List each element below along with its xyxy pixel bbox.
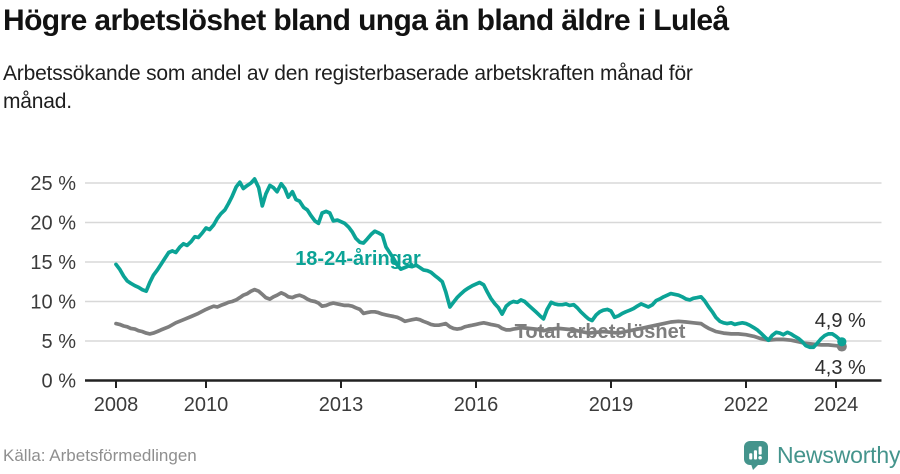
series-end-dot-youth	[837, 337, 847, 347]
subtitle-line-1: Arbetssökande som andel av den registerb…	[3, 62, 693, 85]
x-tick-label: 2019	[589, 394, 634, 416]
brand-logo: Newsworthy	[743, 440, 900, 470]
y-tick-label: 15 %	[30, 252, 76, 274]
series-label-total: Total arbetslöshet	[515, 321, 686, 343]
page-subtitle: Arbetssökande som andel av den registerb…	[3, 60, 693, 116]
x-tick-label: 2013	[319, 394, 364, 416]
subtitle-line-2: månad.	[3, 90, 72, 113]
x-tick-label: 2016	[454, 394, 499, 416]
y-tick-label: 25 %	[30, 173, 76, 195]
y-tick-label: 10 %	[30, 292, 76, 314]
series-label-youth: 18-24-åringar	[295, 247, 421, 270]
y-tick-label: 20 %	[30, 213, 76, 235]
x-tick-label: 2022	[724, 394, 769, 416]
page-title: Högre arbetslöshet bland unga än bland ä…	[3, 4, 729, 37]
x-tick-label: 2008	[94, 394, 139, 416]
end-value-label-total: 4,3 %	[815, 357, 866, 379]
series-line-youth	[114, 177, 844, 350]
source-text: Källa: Arbetsförmedlingen	[3, 446, 197, 465]
end-value-label-youth: 4,9 %	[815, 310, 866, 332]
series-line-total	[114, 287, 844, 349]
newsworthy-chart-bubble-icon	[744, 441, 768, 470]
y-tick-label: 0 %	[42, 371, 77, 393]
brand-name: Newsworthy	[777, 442, 900, 468]
y-tick-label: 5 %	[42, 331, 77, 353]
x-tick-label: 2024	[814, 394, 859, 416]
x-tick-label: 2010	[184, 394, 229, 416]
